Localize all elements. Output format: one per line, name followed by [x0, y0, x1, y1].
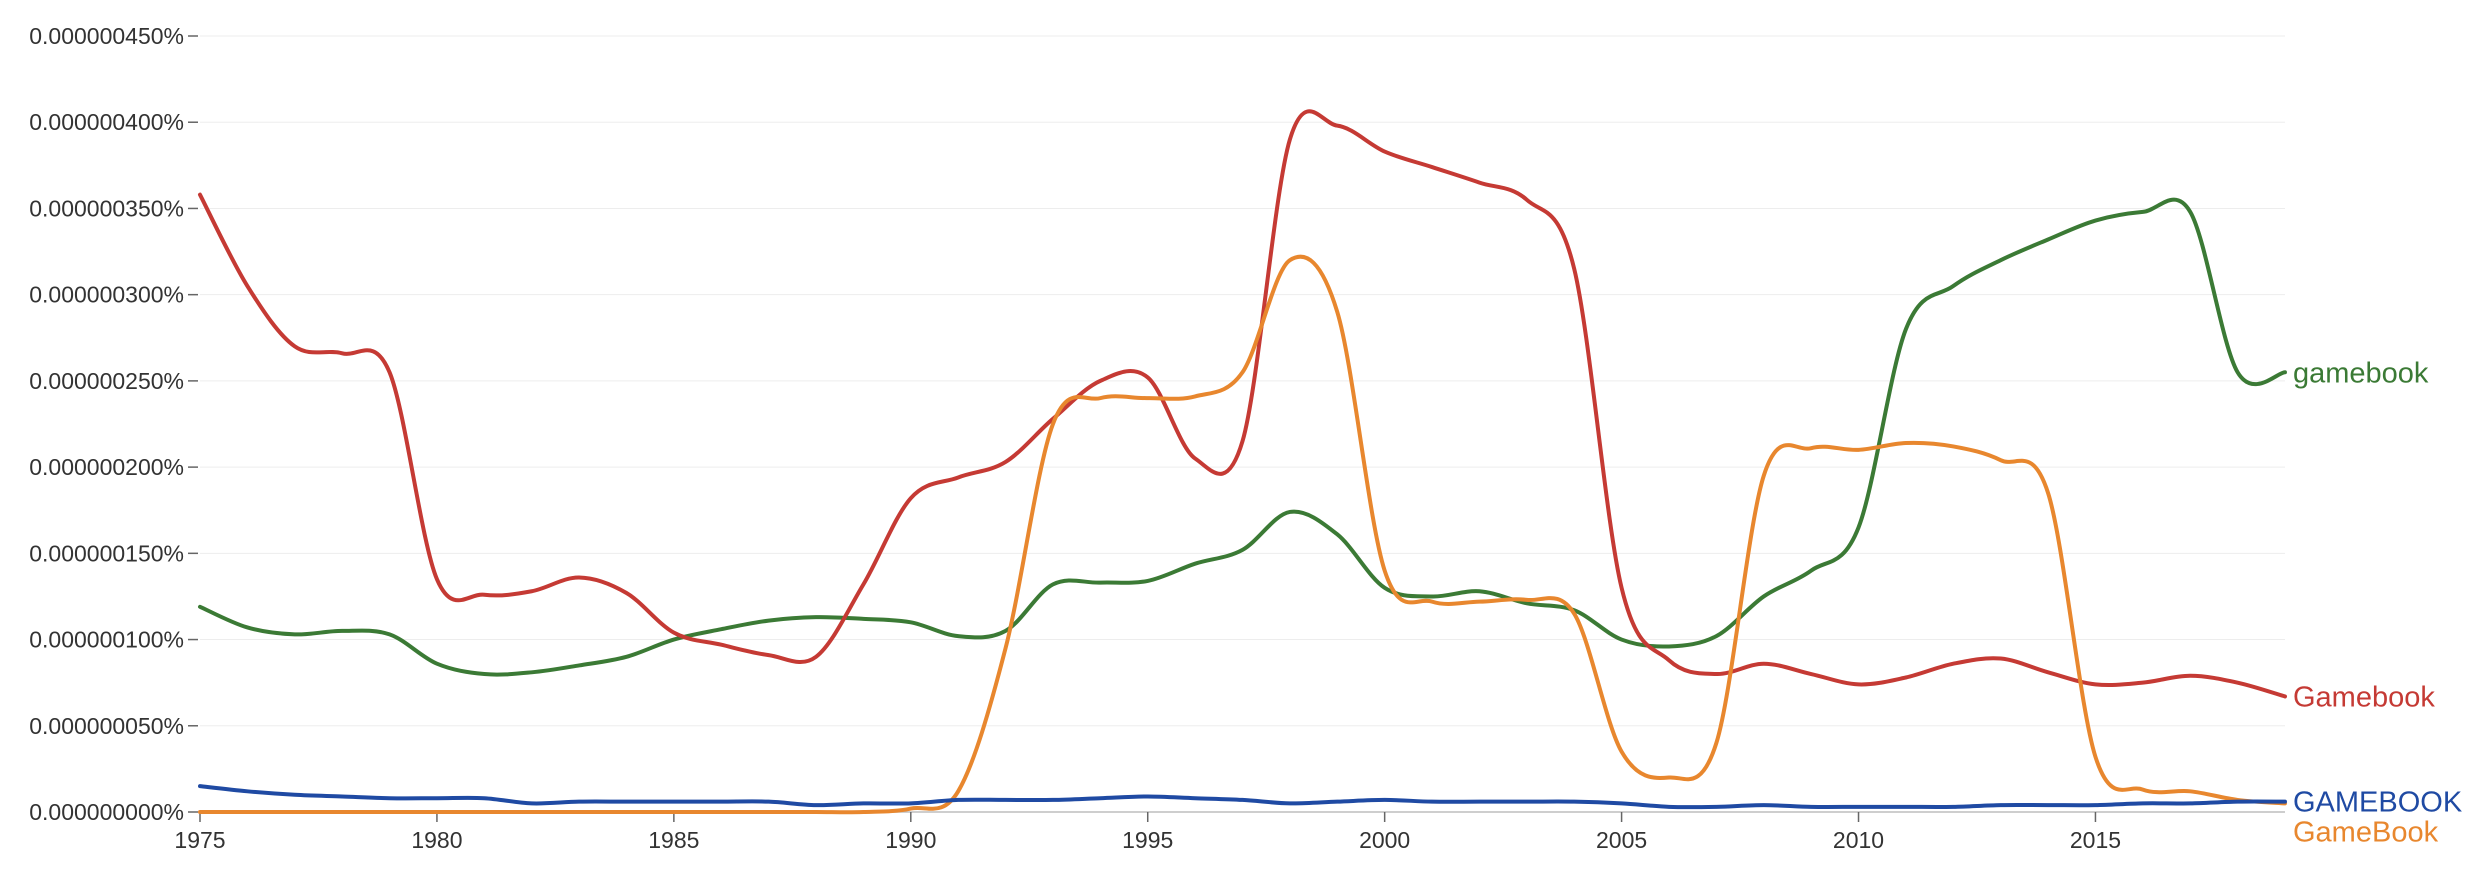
- x-tick-label: 2015: [2070, 827, 2121, 853]
- series-label: Gamebook: [2293, 681, 2435, 713]
- series-label: GAMEBOOK: [2293, 787, 2463, 819]
- x-tick-label: 1975: [174, 827, 225, 853]
- series-line-gamebook-1: [198, 109, 2287, 699]
- y-tick-label: 0.000000250%: [29, 368, 184, 394]
- x-tick-label: 1985: [648, 827, 699, 853]
- grid-lines: [200, 35, 2285, 813]
- y-tick-label: 0.000000150%: [29, 540, 184, 566]
- y-tick-label: 0.000000000%: [29, 799, 184, 825]
- y-tick-label: 0.000000050%: [29, 713, 184, 739]
- series-line-gamebook-3: [198, 784, 2287, 810]
- series-label: GameBook: [2293, 817, 2439, 849]
- x-tick-label: 2000: [1359, 827, 1410, 853]
- y-tick-label: 0.000000300%: [29, 282, 184, 308]
- x-tick-label: 2005: [1596, 827, 1647, 853]
- series-label: gamebook: [2293, 357, 2429, 389]
- series-lines: [198, 109, 2287, 815]
- y-tick-label: 0.000000200%: [29, 454, 184, 480]
- series-line-gamebook-0: [198, 197, 2287, 677]
- series-line-gamebook-2: [198, 254, 2287, 815]
- y-axis: 0.000000000% 0.000000050% 0.000000100% 0.00…: [29, 23, 198, 825]
- x-tick-label: 1995: [1122, 827, 1173, 853]
- x-axis: 1975 1980 1985 1990 1995 2000 2005 2010 2015: [174, 811, 2285, 853]
- y-tick-label: 0.000000100%: [29, 627, 184, 653]
- y-tick-label: 0.000000400%: [29, 109, 184, 135]
- x-tick-label: 1990: [885, 827, 936, 853]
- y-tick-label: 0.000000350%: [29, 195, 184, 221]
- x-tick-label: 2010: [1833, 827, 1884, 853]
- x-tick-label: 1980: [411, 827, 462, 853]
- y-tick-label: 0.000000450%: [29, 23, 184, 49]
